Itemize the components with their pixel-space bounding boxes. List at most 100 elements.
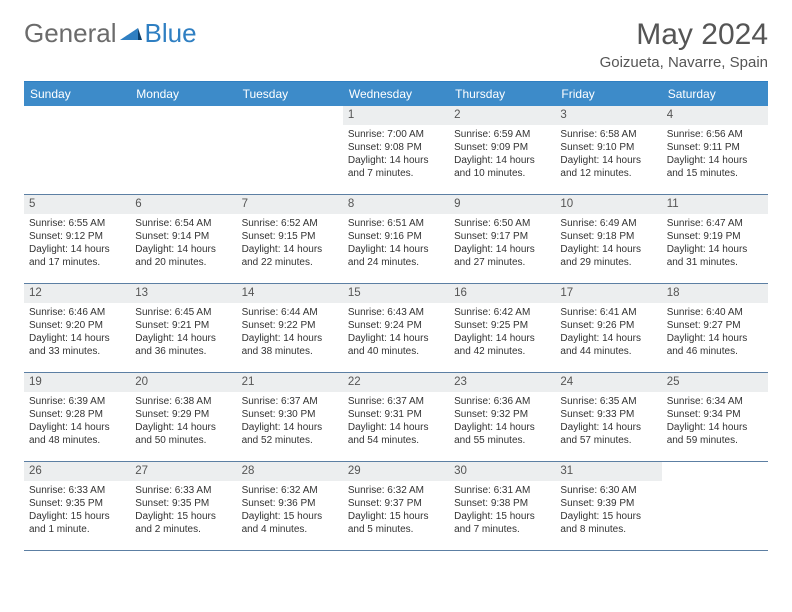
- sunrise-text: Sunrise: 6:34 AM: [667, 395, 763, 408]
- day-cell: 31Sunrise: 6:30 AMSunset: 9:39 PMDayligh…: [555, 462, 661, 550]
- day-body: Sunrise: 6:50 AMSunset: 9:17 PMDaylight:…: [449, 214, 555, 274]
- daylight-text: Daylight: 15 hours and 5 minutes.: [348, 510, 444, 536]
- sunset-text: Sunset: 9:22 PM: [242, 319, 338, 332]
- week-row: 12Sunrise: 6:46 AMSunset: 9:20 PMDayligh…: [24, 284, 768, 373]
- day-body: Sunrise: 6:51 AMSunset: 9:16 PMDaylight:…: [343, 214, 449, 274]
- day-number: 6: [130, 195, 236, 214]
- sunset-text: Sunset: 9:11 PM: [667, 141, 763, 154]
- week-row: 1Sunrise: 7:00 AMSunset: 9:08 PMDaylight…: [24, 106, 768, 195]
- sunset-text: Sunset: 9:10 PM: [560, 141, 656, 154]
- day-number: 11: [662, 195, 768, 214]
- day-number: 10: [555, 195, 661, 214]
- day-body: Sunrise: 6:46 AMSunset: 9:20 PMDaylight:…: [24, 303, 130, 363]
- day-cell: 7Sunrise: 6:52 AMSunset: 9:15 PMDaylight…: [237, 195, 343, 283]
- daylight-text: Daylight: 14 hours and 59 minutes.: [667, 421, 763, 447]
- day-cell: [662, 462, 768, 550]
- sunrise-text: Sunrise: 6:32 AM: [348, 484, 444, 497]
- sunrise-text: Sunrise: 6:36 AM: [454, 395, 550, 408]
- day-cell: 22Sunrise: 6:37 AMSunset: 9:31 PMDayligh…: [343, 373, 449, 461]
- sunset-text: Sunset: 9:31 PM: [348, 408, 444, 421]
- daylight-text: Daylight: 14 hours and 48 minutes.: [29, 421, 125, 447]
- daylight-text: Daylight: 14 hours and 31 minutes.: [667, 243, 763, 269]
- day-cell: 1Sunrise: 7:00 AMSunset: 9:08 PMDaylight…: [343, 106, 449, 194]
- week-row: 5Sunrise: 6:55 AMSunset: 9:12 PMDaylight…: [24, 195, 768, 284]
- day-body: Sunrise: 6:30 AMSunset: 9:39 PMDaylight:…: [555, 481, 661, 541]
- sunset-text: Sunset: 9:17 PM: [454, 230, 550, 243]
- day-body: Sunrise: 6:55 AMSunset: 9:12 PMDaylight:…: [24, 214, 130, 274]
- day-cell: 29Sunrise: 6:32 AMSunset: 9:37 PMDayligh…: [343, 462, 449, 550]
- day-cell: 9Sunrise: 6:50 AMSunset: 9:17 PMDaylight…: [449, 195, 555, 283]
- day-header-friday: Friday: [555, 82, 661, 106]
- sunrise-text: Sunrise: 6:44 AM: [242, 306, 338, 319]
- day-body: Sunrise: 7:00 AMSunset: 9:08 PMDaylight:…: [343, 125, 449, 185]
- day-number: 28: [237, 462, 343, 481]
- daylight-text: Daylight: 14 hours and 15 minutes.: [667, 154, 763, 180]
- sunset-text: Sunset: 9:30 PM: [242, 408, 338, 421]
- day-cell: 28Sunrise: 6:32 AMSunset: 9:36 PMDayligh…: [237, 462, 343, 550]
- day-number: [24, 106, 130, 125]
- day-body: Sunrise: 6:58 AMSunset: 9:10 PMDaylight:…: [555, 125, 661, 185]
- day-body: Sunrise: 6:59 AMSunset: 9:09 PMDaylight:…: [449, 125, 555, 185]
- daylight-text: Daylight: 14 hours and 29 minutes.: [560, 243, 656, 269]
- day-body: Sunrise: 6:34 AMSunset: 9:34 PMDaylight:…: [662, 392, 768, 452]
- day-cell: 2Sunrise: 6:59 AMSunset: 9:09 PMDaylight…: [449, 106, 555, 194]
- sunrise-text: Sunrise: 6:38 AM: [135, 395, 231, 408]
- day-cell: [237, 106, 343, 194]
- day-number: 19: [24, 373, 130, 392]
- day-body: Sunrise: 6:41 AMSunset: 9:26 PMDaylight:…: [555, 303, 661, 363]
- sunrise-text: Sunrise: 6:58 AM: [560, 128, 656, 141]
- daylight-text: Daylight: 14 hours and 46 minutes.: [667, 332, 763, 358]
- day-cell: 21Sunrise: 6:37 AMSunset: 9:30 PMDayligh…: [237, 373, 343, 461]
- day-number: 7: [237, 195, 343, 214]
- day-body: Sunrise: 6:32 AMSunset: 9:37 PMDaylight:…: [343, 481, 449, 541]
- sunrise-text: Sunrise: 6:39 AM: [29, 395, 125, 408]
- daylight-text: Daylight: 15 hours and 7 minutes.: [454, 510, 550, 536]
- week-row: 19Sunrise: 6:39 AMSunset: 9:28 PMDayligh…: [24, 373, 768, 462]
- day-body: Sunrise: 6:37 AMSunset: 9:30 PMDaylight:…: [237, 392, 343, 452]
- day-header-monday: Monday: [130, 82, 236, 106]
- day-cell: 27Sunrise: 6:33 AMSunset: 9:35 PMDayligh…: [130, 462, 236, 550]
- day-body: Sunrise: 6:42 AMSunset: 9:25 PMDaylight:…: [449, 303, 555, 363]
- sunrise-text: Sunrise: 6:43 AM: [348, 306, 444, 319]
- day-body: Sunrise: 6:52 AMSunset: 9:15 PMDaylight:…: [237, 214, 343, 274]
- sunrise-text: Sunrise: 6:37 AM: [242, 395, 338, 408]
- sunrise-text: Sunrise: 6:37 AM: [348, 395, 444, 408]
- day-cell: 14Sunrise: 6:44 AMSunset: 9:22 PMDayligh…: [237, 284, 343, 372]
- day-number: 30: [449, 462, 555, 481]
- logo-text-1: General: [24, 18, 117, 49]
- sunrise-text: Sunrise: 6:35 AM: [560, 395, 656, 408]
- day-cell: 12Sunrise: 6:46 AMSunset: 9:20 PMDayligh…: [24, 284, 130, 372]
- day-header-sunday: Sunday: [24, 82, 130, 106]
- daylight-text: Daylight: 15 hours and 8 minutes.: [560, 510, 656, 536]
- day-body: Sunrise: 6:45 AMSunset: 9:21 PMDaylight:…: [130, 303, 236, 363]
- daylight-text: Daylight: 14 hours and 42 minutes.: [454, 332, 550, 358]
- day-number: 12: [24, 284, 130, 303]
- sunrise-text: Sunrise: 6:45 AM: [135, 306, 231, 319]
- day-body: Sunrise: 6:56 AMSunset: 9:11 PMDaylight:…: [662, 125, 768, 185]
- header: General Blue May 2024 Goizueta, Navarre,…: [24, 18, 768, 71]
- day-number: 23: [449, 373, 555, 392]
- day-number: 21: [237, 373, 343, 392]
- day-number: 27: [130, 462, 236, 481]
- daylight-text: Daylight: 14 hours and 55 minutes.: [454, 421, 550, 447]
- day-cell: 18Sunrise: 6:40 AMSunset: 9:27 PMDayligh…: [662, 284, 768, 372]
- day-header-wednesday: Wednesday: [343, 82, 449, 106]
- daylight-text: Daylight: 14 hours and 22 minutes.: [242, 243, 338, 269]
- logo-text-2: Blue: [145, 18, 197, 49]
- sunset-text: Sunset: 9:39 PM: [560, 497, 656, 510]
- sunset-text: Sunset: 9:35 PM: [135, 497, 231, 510]
- day-number: [130, 106, 236, 125]
- sunrise-text: Sunrise: 6:40 AM: [667, 306, 763, 319]
- day-body: Sunrise: 6:40 AMSunset: 9:27 PMDaylight:…: [662, 303, 768, 363]
- sunset-text: Sunset: 9:24 PM: [348, 319, 444, 332]
- sunrise-text: Sunrise: 6:41 AM: [560, 306, 656, 319]
- sunset-text: Sunset: 9:15 PM: [242, 230, 338, 243]
- day-body: Sunrise: 6:54 AMSunset: 9:14 PMDaylight:…: [130, 214, 236, 274]
- day-cell: 10Sunrise: 6:49 AMSunset: 9:18 PMDayligh…: [555, 195, 661, 283]
- daylight-text: Daylight: 14 hours and 24 minutes.: [348, 243, 444, 269]
- day-cell: 6Sunrise: 6:54 AMSunset: 9:14 PMDaylight…: [130, 195, 236, 283]
- day-cell: 17Sunrise: 6:41 AMSunset: 9:26 PMDayligh…: [555, 284, 661, 372]
- sunrise-text: Sunrise: 6:47 AM: [667, 217, 763, 230]
- daylight-text: Daylight: 14 hours and 10 minutes.: [454, 154, 550, 180]
- day-number: 8: [343, 195, 449, 214]
